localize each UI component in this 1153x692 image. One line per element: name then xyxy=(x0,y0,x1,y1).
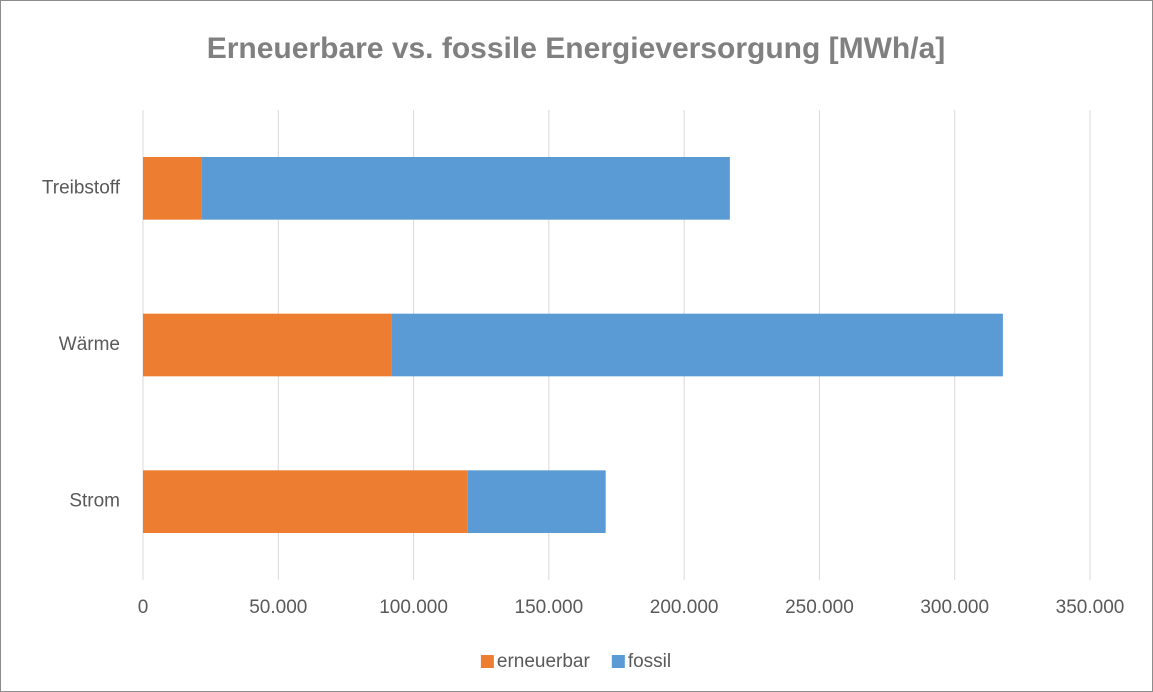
chart-title: Erneuerbare vs. fossile Energieversorgun… xyxy=(207,32,946,65)
bar-segment xyxy=(143,313,392,377)
y-tick-label: Strom xyxy=(69,491,120,512)
bar-segment xyxy=(143,157,202,220)
y-tick-label: Wärme xyxy=(59,334,120,355)
x-tick-label: 200.000 xyxy=(650,597,719,618)
x-tick-label: 100.000 xyxy=(379,597,448,618)
x-tick-label: 350.000 xyxy=(1056,597,1125,618)
legend-label: fossil xyxy=(628,651,671,672)
y-tick-label: Treibstoff xyxy=(42,177,121,198)
x-tick-label: 150.000 xyxy=(515,597,584,618)
x-tick-label: 0 xyxy=(138,597,149,618)
x-tick-label: 250.000 xyxy=(785,597,854,618)
x-tick-label: 300.000 xyxy=(920,597,989,618)
x-tick-label: 50.000 xyxy=(249,597,307,618)
legend-swatch xyxy=(480,655,494,668)
bar-segment xyxy=(201,157,730,220)
bar-segment xyxy=(391,313,1003,377)
bar-segment xyxy=(143,470,468,533)
legend-swatch xyxy=(611,655,625,668)
legend-label: erneuerbar xyxy=(497,651,591,672)
bar-segment xyxy=(467,470,606,533)
